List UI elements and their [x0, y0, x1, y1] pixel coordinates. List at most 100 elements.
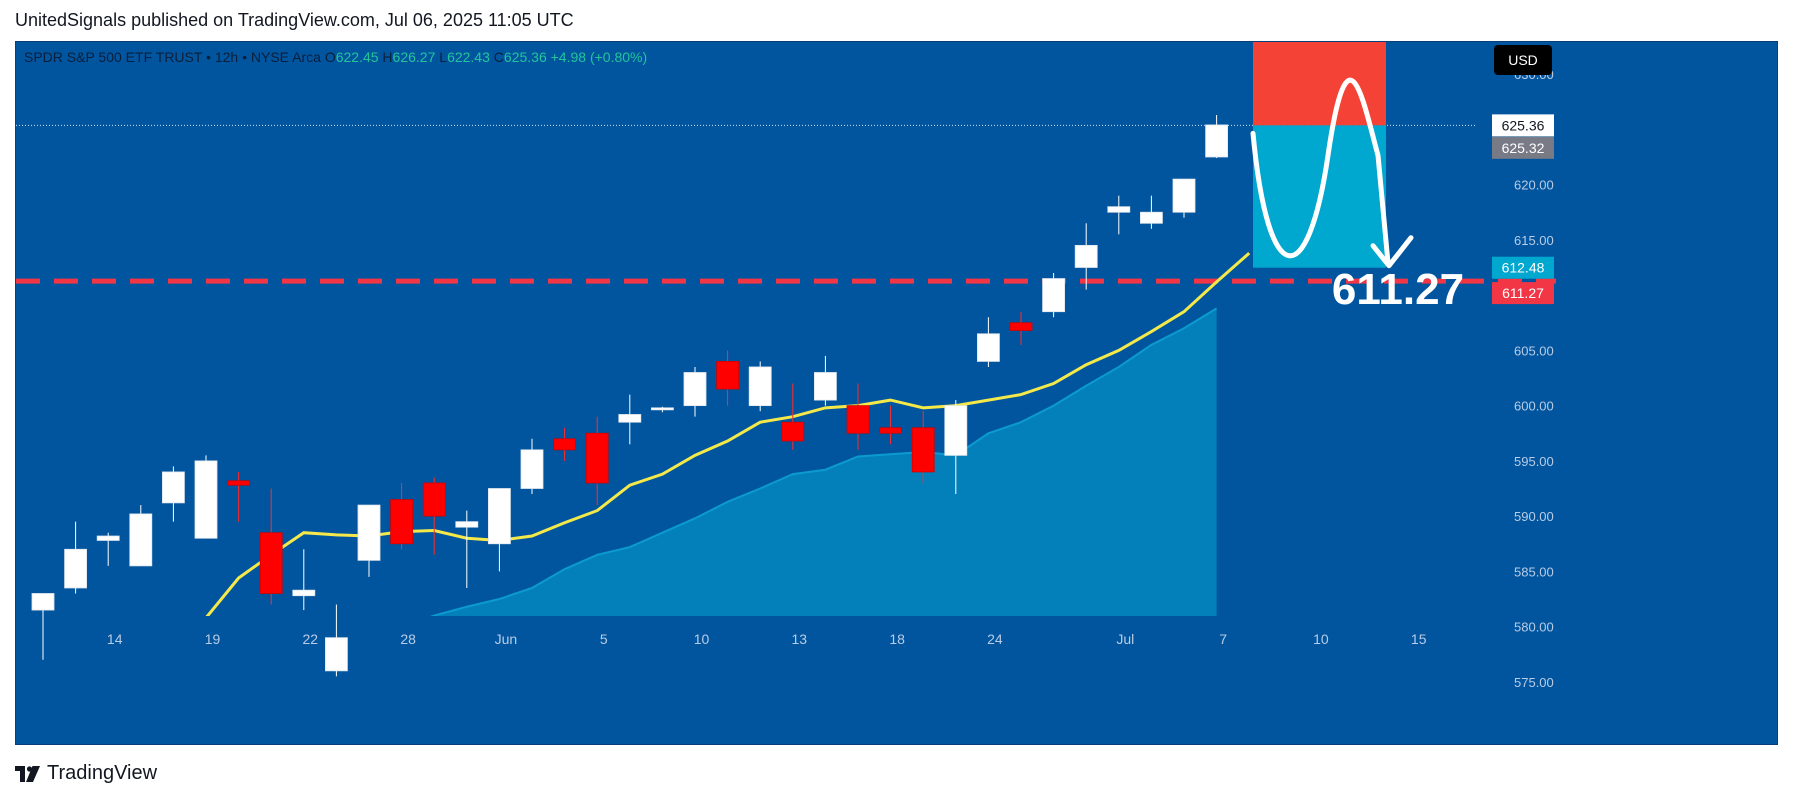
candle[interactable]	[1205, 114, 1228, 159]
candle[interactable]	[292, 549, 316, 611]
tradingview-logo[interactable]: TradingView	[15, 762, 157, 785]
candle[interactable]	[390, 482, 414, 550]
candle[interactable]	[129, 505, 153, 567]
y-tick-label: 580.00	[1514, 620, 1554, 635]
x-tick-label: Jun	[495, 631, 518, 647]
candle-body	[585, 432, 609, 484]
candle-body	[357, 504, 381, 561]
candle[interactable]	[1172, 178, 1196, 218]
candle-body	[96, 535, 120, 541]
candle[interactable]	[96, 532, 120, 566]
y-tick-label: 590.00	[1514, 509, 1554, 524]
time-axis: 14 19 22 28 Jun 5 10 13 18 24 Jul 7 10 15	[107, 631, 1427, 647]
candle[interactable]	[716, 350, 739, 406]
candle-body	[748, 366, 772, 407]
candle[interactable]	[553, 427, 576, 461]
candle[interactable]	[161, 466, 185, 522]
projection-arrowhead	[1370, 235, 1414, 269]
candle[interactable]	[814, 355, 837, 406]
candle-body	[879, 427, 902, 434]
candle[interactable]	[324, 604, 348, 677]
candle[interactable]	[618, 394, 642, 445]
candle-body	[977, 333, 1000, 362]
candle-body	[1009, 322, 1033, 331]
candle[interactable]	[748, 361, 772, 412]
y-tick-label: 585.00	[1514, 564, 1554, 579]
price-label: 625.36	[1492, 114, 1554, 137]
candlestick-chart[interactable]: 575.00 580.00 585.00 590.00 595.00 600.00 605.…	[16, 40, 1777, 744]
candle-body	[324, 637, 348, 672]
candle[interactable]	[944, 400, 968, 495]
candle[interactable]	[64, 521, 87, 594]
candle[interactable]	[357, 504, 381, 577]
candle-body	[422, 482, 446, 517]
candle[interactable]	[520, 438, 544, 495]
x-tick-label: 18	[889, 631, 905, 647]
legend-header: SPDR S&P 500 ETF TRUST • 12h • NYSE Arca…	[24, 49, 647, 65]
candle[interactable]	[977, 317, 1000, 367]
candle[interactable]	[422, 477, 446, 555]
ma-fast-layer	[205, 251, 1251, 616]
currency-badge[interactable]: USD	[1494, 45, 1552, 75]
ma-fast-line	[205, 251, 1251, 616]
price-axis: 575.00 580.00 585.00 590.00 595.00 600.00 605.…	[1492, 67, 1554, 690]
svg-text:625.36: 625.36	[1502, 117, 1545, 133]
x-tick-label: 13	[792, 631, 808, 647]
candle-body	[781, 421, 805, 442]
candle-body	[683, 372, 707, 407]
y-tick-label: 605.00	[1514, 343, 1554, 358]
x-tick-label: 15	[1411, 631, 1427, 647]
candle[interactable]	[259, 488, 283, 605]
candle[interactable]	[227, 471, 251, 522]
y-tick-label: 595.00	[1514, 454, 1554, 469]
header-symbol: SPDR S&P 500 ETF TRUST • 12h • NYSE Arca…	[24, 49, 647, 65]
price-label: 612.48	[1492, 256, 1554, 279]
candle[interactable]	[487, 488, 511, 572]
candle-body	[129, 513, 153, 567]
candle[interactable]	[911, 411, 935, 483]
candle-body	[64, 548, 87, 589]
candle-body	[911, 427, 935, 473]
svg-text:625.32: 625.32	[1502, 140, 1545, 156]
candle[interactable]	[31, 593, 55, 660]
candle-body	[1172, 178, 1196, 213]
candle-body	[487, 488, 511, 545]
candle[interactable]	[1042, 273, 1065, 318]
x-tick-label: 22	[303, 631, 319, 647]
candle-body	[846, 405, 870, 434]
y-tick-label: 575.00	[1514, 675, 1554, 690]
candle-body	[651, 407, 674, 411]
candle[interactable]	[879, 405, 902, 445]
y-tick-label: 615.00	[1514, 233, 1554, 248]
chart-frame[interactable]: 575.00 580.00 585.00 590.00 595.00 600.00 605.…	[15, 40, 1778, 745]
candle-body	[814, 372, 837, 401]
candle[interactable]	[1107, 195, 1131, 235]
x-tick-label: 5	[600, 631, 608, 647]
publisher-line: UnitedSignals published on TradingView.c…	[15, 10, 574, 30]
candle[interactable]	[194, 455, 218, 539]
candle-body	[455, 521, 479, 528]
ma-slow-area-layer	[238, 307, 1218, 616]
candle[interactable]	[651, 406, 674, 413]
x-tick-label: 14	[107, 631, 123, 647]
candle-body	[31, 593, 55, 611]
price-label: 625.32	[1492, 136, 1554, 159]
candle[interactable]	[585, 416, 609, 506]
candle-body	[292, 589, 316, 597]
position-box-layer	[1250, 40, 1414, 269]
candle[interactable]	[683, 366, 707, 417]
tradingview-logo-text: TradingView	[47, 762, 158, 784]
candle-body	[520, 449, 544, 489]
candle-body	[716, 361, 739, 390]
candle-body	[194, 460, 218, 539]
candle-body	[259, 532, 283, 594]
candle[interactable]	[781, 383, 805, 450]
ma-slow-area	[238, 308, 1217, 616]
x-tick-label: 10	[694, 631, 710, 647]
candle[interactable]	[1009, 311, 1033, 345]
candle[interactable]	[1140, 195, 1163, 229]
candle[interactable]	[846, 383, 870, 450]
candle[interactable]	[1074, 223, 1098, 290]
candle[interactable]	[455, 510, 479, 588]
y-tick-label: 600.00	[1514, 399, 1554, 414]
